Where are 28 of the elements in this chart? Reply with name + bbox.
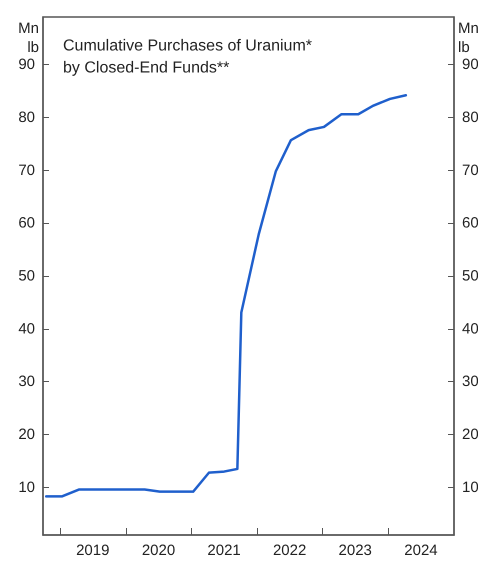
y2-tick-label: 10 [462,478,479,496]
y-tick-label: 50 [18,268,35,284]
y2-tick-label: 70 [462,162,479,179]
y-tick-label: 70 [18,162,35,179]
x-tick-label: 2024 [404,542,438,559]
x-tick-label: 2023 [338,542,372,559]
text: Cumulative Purchases of Uranium* by Closed-End Funds** [63,38,312,76]
x-tick-label: 2022 [272,542,306,559]
y-tick-label: 20 [18,426,35,444]
x-tick-label: 2020 [142,542,176,559]
y-tick-label: 30 [18,373,35,390]
x-tick-label: 2021 [207,542,241,559]
y2-tick-label: 80 [462,108,479,126]
y2-tick-label: 60 [462,214,479,232]
y2-tick-label: 90 [462,56,479,74]
y2-tick-label: 20 [462,426,479,444]
y-axis-title: Mn lb [18,20,39,56]
line-series [44,94,408,498]
y-tick-label: 90 [18,56,35,74]
y2-tick-label: 30 [462,373,479,390]
y-tick-label: 10 [18,478,35,496]
y2-tick-label: 50 [462,268,479,284]
x-tick-label: 2019 [76,542,110,559]
y2-tick-label: 40 [462,320,479,338]
y-tick-label: 80 [18,108,35,126]
y-tick-label: 40 [18,320,35,338]
y2-axis-title: Mn lb [458,20,479,56]
y-tick-label: 60 [18,214,35,232]
